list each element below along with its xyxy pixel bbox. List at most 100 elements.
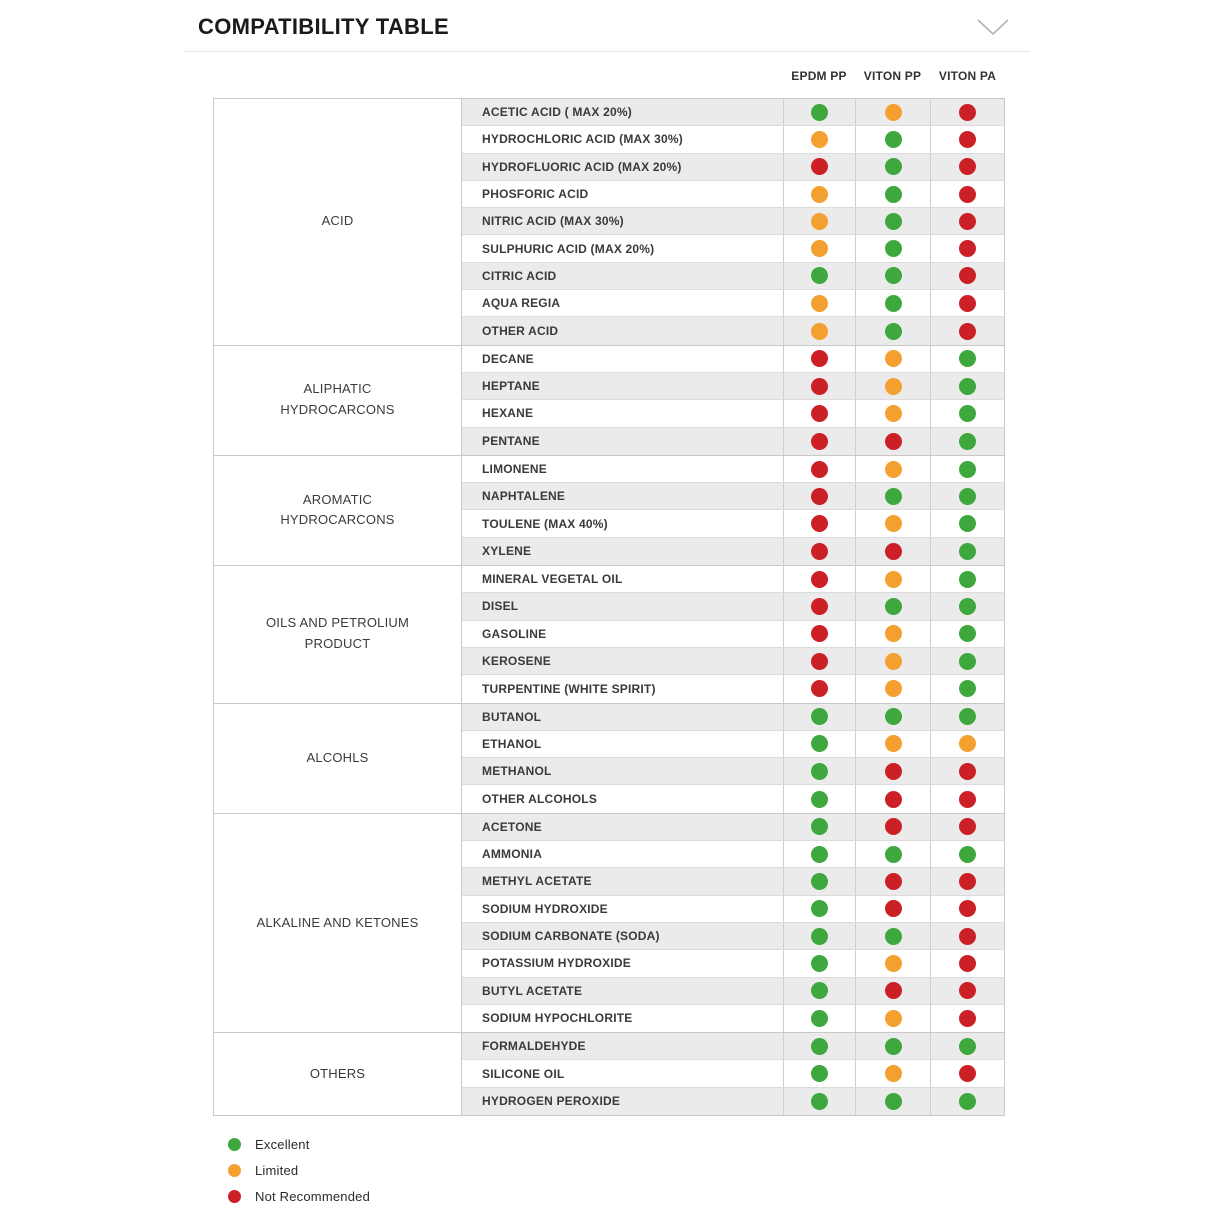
rating-cell-viton-pa — [930, 180, 1005, 208]
table-row: KEROSENE — [462, 647, 1005, 676]
limited-dot — [884, 103, 902, 121]
rating-cell-viton-pa — [930, 99, 1005, 126]
excellent-dot — [959, 404, 976, 422]
excellent-dot — [959, 1037, 976, 1055]
excellent-dot — [884, 267, 902, 285]
rating-cell-epdm-pp — [783, 813, 855, 841]
chemical-name: TURPENTINE (WHITE SPIRIT) — [482, 681, 656, 696]
chevron-down-icon[interactable] — [976, 17, 1010, 37]
rating-cell-viton-pa — [930, 813, 1005, 841]
not-recommended-dot — [811, 158, 828, 176]
table-row: HYDROFLUORIC ACID (MAX 20%) — [462, 153, 1005, 181]
rating-cell-viton-pa — [930, 977, 1005, 1004]
rating-cell-epdm-pp — [783, 126, 855, 153]
chemical-name: SODIUM CARBONATE (SODA) — [482, 929, 660, 944]
excellent-dot — [811, 900, 828, 918]
excellent-dot — [884, 927, 902, 945]
limited-dot — [884, 652, 902, 670]
limited-dot — [884, 460, 902, 478]
section-rows: BUTANOL ETHANOL METHANOL OTHER ALCOHOLS — [462, 703, 1005, 813]
rating-cell-viton-pa — [930, 400, 1005, 427]
excellent-dot — [811, 872, 828, 890]
excellent-dot — [959, 460, 976, 478]
chemical-name: DECANE — [482, 351, 534, 366]
chemical-name: TOULENE (MAX 40%) — [482, 516, 608, 531]
rating-cell-epdm-pp — [783, 868, 855, 895]
rating-cell-epdm-pp — [783, 317, 855, 345]
excellent-dot — [884, 294, 902, 312]
rating-cell-viton-pa — [930, 895, 1005, 922]
excellent-dot — [811, 818, 828, 836]
rating-cell-epdm-pp — [783, 455, 855, 483]
excellent-dot — [884, 212, 902, 230]
excellent-dot — [884, 185, 902, 203]
rating-cell-epdm-pp — [783, 758, 855, 785]
excellent-dot — [884, 708, 902, 726]
limited-dot — [884, 515, 902, 533]
category-label-acid: ACID — [213, 99, 462, 345]
legend-label: Not Recommended — [255, 1189, 370, 1205]
table-row: AMMONIA — [462, 841, 1005, 869]
rating-cell-viton-pa — [930, 153, 1005, 180]
legend-label: Excellent — [255, 1137, 310, 1153]
rating-cell-viton-pp — [855, 208, 930, 235]
rating-cell-epdm-pp — [783, 620, 855, 647]
rating-cell-viton-pp — [855, 785, 930, 813]
category-label-alkaline-and-ketones: ALKALINE AND KETONES — [213, 813, 462, 1033]
not-recommended-dot — [811, 515, 828, 533]
excellent-dot — [959, 377, 976, 395]
rating-cell-viton-pp — [855, 290, 930, 317]
limited-dot — [811, 212, 828, 230]
rating-cell-viton-pp — [855, 895, 930, 922]
limited-dot — [884, 1009, 902, 1027]
compatibility-table: ACID ACETIC ACID ( MAX 20%) HYDROCHLORIC A… — [213, 98, 1005, 1116]
not-recommended-dot — [884, 790, 902, 808]
excellent-dot — [959, 487, 976, 505]
limited-dot — [884, 735, 902, 753]
excellent-dot — [811, 1037, 828, 1055]
chemical-name: MINERAL VEGETAL OIL — [482, 572, 623, 587]
rating-cell-epdm-pp — [783, 841, 855, 868]
rating-cell-viton-pa — [930, 455, 1005, 483]
excellent-dot — [884, 158, 902, 176]
rating-cell-viton-pp — [855, 483, 930, 510]
chemical-name: PENTANE — [482, 434, 540, 449]
column-header-epdm-pp: EPDM PP — [791, 69, 847, 83]
table-row: OTHER ACID — [462, 317, 1005, 345]
not-recommended-dot — [959, 158, 976, 176]
rating-cell-viton-pa — [930, 620, 1005, 647]
excellent-dot — [959, 515, 976, 533]
chemical-name: GASOLINE — [482, 626, 547, 641]
rating-cell-epdm-pp — [783, 400, 855, 427]
table-row: BUTANOL — [462, 703, 1005, 731]
rating-cell-viton-pp — [855, 1087, 930, 1115]
rating-cell-viton-pp — [855, 647, 930, 675]
excellent-dot — [811, 1065, 828, 1083]
table-row: SILICONE OIL — [462, 1060, 1005, 1088]
rating-cell-viton-pp — [855, 317, 930, 345]
excellent-dot — [228, 1138, 241, 1152]
rating-cell-viton-pp — [855, 620, 930, 647]
excellent-dot — [884, 240, 902, 258]
chemical-name: KEROSENE — [482, 654, 551, 669]
rating-cell-epdm-pp — [783, 372, 855, 400]
not-recommended-dot — [959, 818, 976, 836]
section-others: OTHERS FORMALDEHYDE SILICONE OIL HYDROGEN P… — [213, 1033, 1005, 1116]
chemical-name: DISEL — [482, 599, 519, 614]
chemical-name: POTASSIUM HYDROXIDE — [482, 956, 631, 971]
rating-cell-viton-pp — [855, 345, 930, 372]
rating-cell-epdm-pp — [783, 180, 855, 208]
rating-cell-epdm-pp — [783, 1004, 855, 1033]
chemical-name: SULPHURIC ACID (MAX 20%) — [482, 241, 655, 256]
rating-cell-viton-pp — [855, 455, 930, 483]
legend-item-excellent: Excellent — [228, 1132, 1214, 1158]
rating-cell-viton-pp — [855, 868, 930, 895]
rating-cell-epdm-pp — [783, 566, 855, 593]
not-recommended-dot — [884, 432, 902, 450]
rating-cell-viton-pa — [930, 758, 1005, 785]
not-recommended-dot — [959, 762, 976, 780]
rating-cell-viton-pp — [855, 675, 930, 703]
table-row: LIMONENE — [462, 455, 1005, 484]
not-recommended-dot — [959, 322, 976, 340]
chemical-name: PHOSFORIC ACID — [482, 187, 589, 202]
